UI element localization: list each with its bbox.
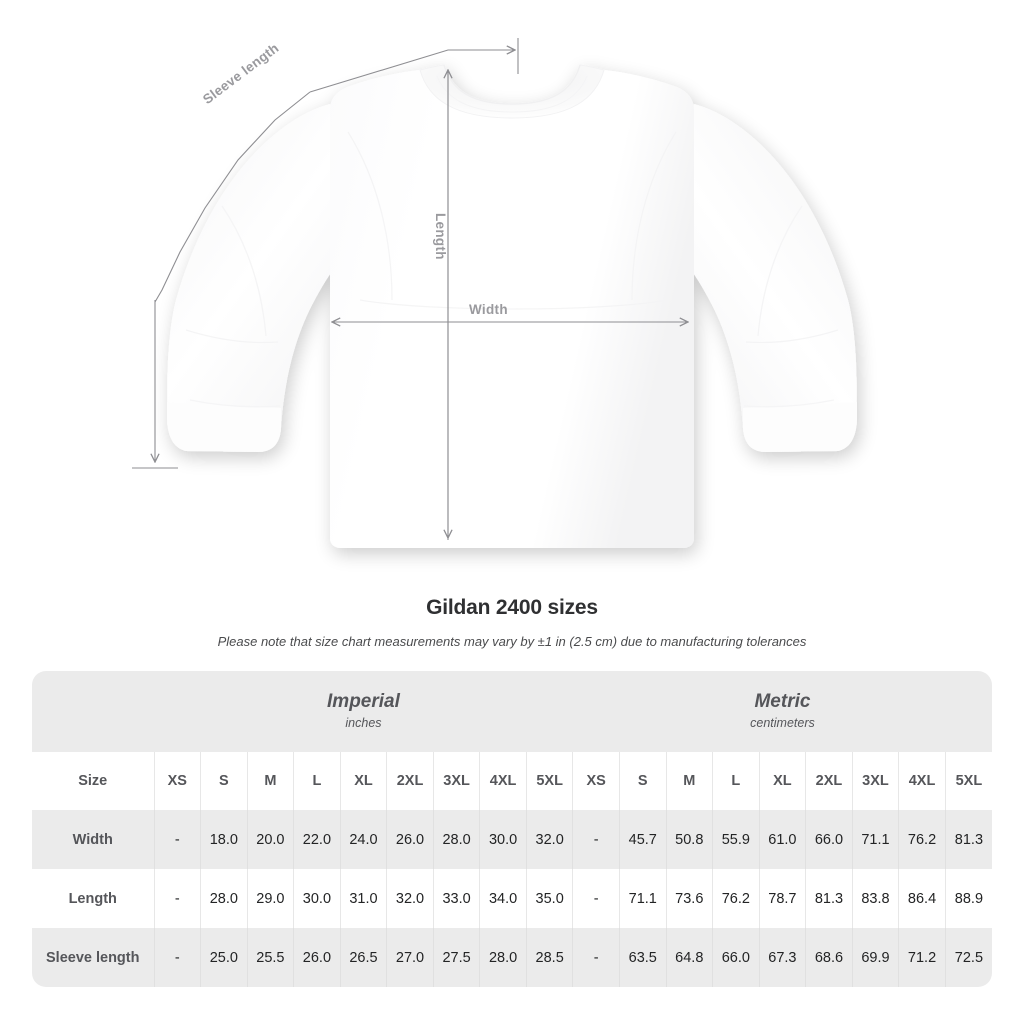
cell-length-imperial-xs: - — [153, 869, 201, 928]
size-column-header: Size — [32, 752, 154, 810]
size-header-imperial-3xl: 3XL — [432, 752, 480, 810]
unit-header-metric: Metric centimeters — [572, 671, 992, 752]
cell-width-metric-l: 55.9 — [712, 810, 760, 869]
cell-length-imperial-3xl: 33.0 — [432, 869, 480, 928]
cell-sleeve-length-imperial-5xl: 28.5 — [525, 928, 573, 987]
sleeve-length-dimension — [132, 38, 519, 469]
cell-length-metric-l: 76.2 — [712, 869, 760, 928]
unit-header-imperial: Imperial inches — [154, 671, 573, 752]
cell-length-imperial-s: 28.0 — [200, 869, 248, 928]
size-header-row: Size XS S M L XL 2XL 3XL 4XL 5XL XS S M L XL 2XL 3XL 4XL 5… — [32, 752, 992, 810]
cell-length-metric-3xl: 83.8 — [851, 869, 899, 928]
cell-sleeve-length-metric-l: 66.0 — [712, 928, 760, 987]
cell-sleeve-length-imperial-4xl: 28.0 — [479, 928, 527, 987]
unit-subtitle: centimeters — [750, 716, 815, 730]
cell-width-metric-3xl: 71.1 — [851, 810, 899, 869]
unit-name: Imperial — [327, 691, 400, 713]
size-chart-table-container: Imperial inches Metric centimeters Size XS S M L… — [32, 671, 992, 987]
cell-sleeve-length-imperial-s: 25.0 — [200, 928, 248, 987]
size-header-metric-2xl: 2XL — [805, 752, 853, 810]
cell-length-metric-5xl: 88.9 — [944, 869, 992, 928]
cell-length-imperial-5xl: 35.0 — [525, 869, 573, 928]
cell-length-imperial-m: 29.0 — [246, 869, 294, 928]
cell-width-imperial-3xl: 28.0 — [432, 810, 480, 869]
size-header-imperial-xs: XS — [153, 752, 201, 810]
chart-header: Gildan 2400 sizes Please note that size … — [0, 596, 1024, 649]
size-chart-table: Imperial inches Metric centimeters Size XS S M L… — [32, 671, 992, 987]
unit-row-spacer — [32, 671, 154, 752]
cell-length-metric-s: 71.1 — [618, 869, 667, 928]
cell-width-imperial-2xl: 26.0 — [386, 810, 434, 869]
cell-length-metric-xl: 78.7 — [758, 869, 806, 928]
cell-width-imperial-xs: - — [153, 810, 201, 869]
cell-length-metric-4xl: 86.4 — [898, 869, 946, 928]
cell-width-imperial-s: 18.0 — [200, 810, 248, 869]
cell-length-imperial-l: 30.0 — [293, 869, 341, 928]
cell-sleeve-length-metric-s: 63.5 — [618, 928, 667, 987]
cell-sleeve-length-imperial-m: 25.5 — [246, 928, 294, 987]
size-header-metric-5xl: 5XL — [944, 752, 992, 810]
row-label-sleeve-length: Sleeve length — [32, 928, 154, 987]
cell-sleeve-length-metric-4xl: 71.2 — [898, 928, 946, 987]
cell-length-metric-2xl: 81.3 — [805, 869, 853, 928]
cell-sleeve-length-imperial-xs: - — [153, 928, 201, 987]
size-header-imperial-m: M — [246, 752, 294, 810]
page-title: Gildan 2400 sizes — [426, 596, 598, 619]
size-header-imperial-4xl: 4XL — [479, 752, 527, 810]
cell-sleeve-length-imperial-l: 26.0 — [293, 928, 341, 987]
cell-length-imperial-2xl: 32.0 — [386, 869, 434, 928]
cell-width-imperial-m: 20.0 — [246, 810, 294, 869]
size-header-metric-s: S — [618, 752, 667, 810]
cell-sleeve-length-metric-3xl: 69.9 — [851, 928, 899, 987]
unit-name: Metric — [754, 691, 811, 713]
cell-width-imperial-5xl: 32.0 — [525, 810, 573, 869]
cell-sleeve-length-imperial-2xl: 27.0 — [386, 928, 434, 987]
size-header-imperial-l: L — [293, 752, 341, 810]
cell-length-imperial-xl: 31.0 — [339, 869, 387, 928]
cell-sleeve-length-metric-m: 64.8 — [665, 928, 713, 987]
cell-width-metric-2xl: 66.0 — [805, 810, 853, 869]
size-header-metric-xl: XL — [758, 752, 806, 810]
length-label: Length — [433, 213, 448, 260]
garment-illustration-panel: Sleeve length Length Width — [132, 38, 1024, 548]
table-row: Sleeve length -25.0 25.5 26.0 26.5 27.0 27.5 28… — [32, 928, 992, 987]
size-header-metric-l: L — [712, 752, 760, 810]
cell-width-metric-5xl: 81.3 — [944, 810, 992, 869]
row-label-length: Length — [32, 869, 154, 928]
cell-width-metric-m: 50.8 — [665, 810, 713, 869]
size-header-imperial-xl: XL — [339, 752, 387, 810]
cell-length-imperial-4xl: 34.0 — [479, 869, 527, 928]
unit-header-row: Imperial inches Metric centimeters — [32, 671, 992, 752]
size-header-metric-4xl: 4XL — [898, 752, 946, 810]
unit-subtitle: inches — [345, 716, 382, 730]
cell-sleeve-length-metric-5xl: 72.5 — [944, 928, 992, 987]
width-label: Width — [469, 302, 508, 317]
size-header-metric-m: M — [665, 752, 713, 810]
size-header-imperial-5xl: 5XL — [525, 752, 573, 810]
table-row: Width -18.0 20.0 22.0 24.0 26.0 28.0 30.0 32.0-4… — [32, 810, 992, 869]
cell-width-imperial-4xl: 30.0 — [479, 810, 527, 869]
size-header-metric-xs: XS — [572, 752, 620, 810]
long-sleeve-shirt-illustration — [167, 64, 857, 548]
cell-sleeve-length-metric-xs: - — [572, 928, 620, 987]
cell-sleeve-length-imperial-xl: 26.5 — [339, 928, 387, 987]
cell-width-metric-xl: 61.0 — [758, 810, 806, 869]
cell-width-imperial-l: 22.0 — [293, 810, 341, 869]
cell-width-metric-xs: - — [572, 810, 620, 869]
cell-width-metric-s: 45.7 — [618, 810, 667, 869]
cell-sleeve-length-metric-2xl: 68.6 — [805, 928, 853, 987]
cell-width-metric-4xl: 76.2 — [898, 810, 946, 869]
cell-length-metric-xs: - — [572, 869, 620, 928]
cell-sleeve-length-metric-xl: 67.3 — [758, 928, 806, 987]
size-header-metric-3xl: 3XL — [851, 752, 899, 810]
size-header-imperial-2xl: 2XL — [386, 752, 434, 810]
cell-sleeve-length-imperial-3xl: 27.5 — [432, 928, 480, 987]
tolerance-note: Please note that size chart measurements… — [217, 634, 807, 649]
table-row: Length -28.0 29.0 30.0 31.0 32.0 33.0 34.0 35.0-… — [32, 869, 992, 928]
size-header-imperial-s: S — [200, 752, 248, 810]
cell-length-metric-m: 73.6 — [665, 869, 713, 928]
row-label-width: Width — [32, 810, 154, 869]
cell-width-imperial-xl: 24.0 — [339, 810, 387, 869]
measurement-annotations — [132, 38, 1024, 540]
